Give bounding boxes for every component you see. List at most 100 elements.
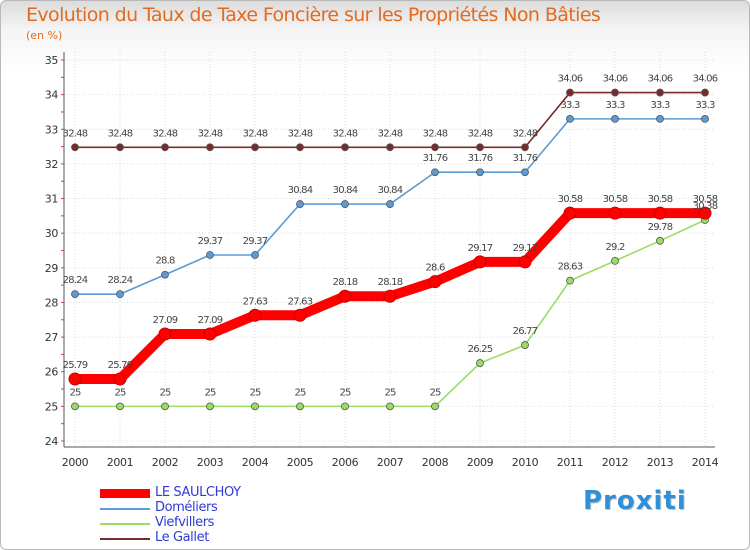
y-tick-label: 28 xyxy=(45,296,59,309)
data-label-le-saulchoy: 27.09 xyxy=(198,315,223,326)
data-label-le-saulchoy: 29.17 xyxy=(513,243,538,254)
y-tick-label: 24 xyxy=(45,435,59,448)
data-point-le-gallet xyxy=(566,88,574,97)
data-label-domeliers: 31.76 xyxy=(423,153,448,164)
data-label-domeliers: 30.84 xyxy=(378,185,403,196)
data-point-domeliers xyxy=(656,114,664,123)
data-point-domeliers xyxy=(71,290,79,299)
legend-label: Le Gallet xyxy=(155,530,209,545)
data-point-le-gallet xyxy=(341,143,349,152)
legend-label: LE SAULCHOY xyxy=(155,485,241,500)
data-point-le-gallet xyxy=(116,143,124,152)
legend-label: Doméliers xyxy=(155,500,218,515)
y-tick-label: 27 xyxy=(45,331,59,344)
data-point-le-saulchoy xyxy=(113,372,127,386)
data-label-domeliers: 30.84 xyxy=(288,185,313,196)
data-point-domeliers xyxy=(611,114,619,123)
data-point-le-gallet xyxy=(431,143,439,152)
x-tick-label: 2014 xyxy=(692,456,719,469)
legend-swatch xyxy=(100,508,150,510)
data-label-viefvillers: 28.63 xyxy=(558,262,583,273)
data-point-viefvillers xyxy=(71,402,79,411)
data-point-domeliers xyxy=(341,200,349,208)
data-point-le-saulchoy xyxy=(653,206,667,220)
y-tick-label: 34 xyxy=(45,89,59,102)
y-tick-label: 29 xyxy=(45,262,59,275)
data-label-viefvillers: 25 xyxy=(159,387,171,398)
data-point-le-gallet xyxy=(521,143,529,152)
x-tick-label: 2002 xyxy=(152,456,178,469)
data-point-le-gallet xyxy=(611,88,619,97)
data-label-le-saulchoy: 29.17 xyxy=(468,243,493,254)
data-label-le-gallet: 32.48 xyxy=(423,128,448,139)
data-point-domeliers xyxy=(296,200,304,208)
data-label-domeliers: 30.84 xyxy=(333,185,358,196)
x-tick-label: 2005 xyxy=(287,456,314,469)
data-label-domeliers: 31.76 xyxy=(468,153,493,164)
data-label-le-saulchoy: 28.6 xyxy=(425,263,445,274)
x-tick-label: 2010 xyxy=(512,456,539,469)
data-label-viefvillers: 25 xyxy=(339,387,351,398)
data-label-le-saulchoy: 30.58 xyxy=(648,194,673,205)
data-point-viefvillers xyxy=(161,402,169,411)
data-point-le-saulchoy xyxy=(158,327,172,341)
data-label-le-saulchoy: 28.18 xyxy=(378,277,403,288)
legend-swatch xyxy=(100,538,150,540)
data-label-le-gallet: 32.48 xyxy=(288,128,313,139)
data-label-domeliers: 33.3 xyxy=(695,100,715,111)
data-point-viefvillers xyxy=(116,402,124,411)
data-label-le-gallet: 34.06 xyxy=(558,74,583,85)
data-point-le-saulchoy xyxy=(338,289,352,303)
data-label-domeliers: 29.37 xyxy=(243,236,268,247)
data-label-domeliers: 29.37 xyxy=(198,236,223,247)
data-labels: 32.48 32.48 32.48 32.48 32.48 32.48 32.48 32.48… xyxy=(63,74,719,399)
y-tick-label: 35 xyxy=(45,54,59,67)
legend-label: Viefvillers xyxy=(155,515,215,530)
data-point-le-saulchoy xyxy=(608,206,622,220)
x-tick-label: 2012 xyxy=(602,456,628,469)
data-label-le-saulchoy: 30.58 xyxy=(603,194,628,205)
data-point-le-gallet xyxy=(296,143,304,152)
data-point-le-gallet xyxy=(71,143,79,152)
data-label-le-gallet: 32.48 xyxy=(513,128,538,139)
data-label-viefvillers: 26.25 xyxy=(468,344,493,355)
data-point-le-saulchoy xyxy=(698,206,712,220)
chart-title: Evolution du Taux de Taxe Foncière sur l… xyxy=(26,4,601,26)
data-point-viefvillers xyxy=(476,359,484,367)
x-tick-label: 2003 xyxy=(197,456,224,469)
data-point-domeliers xyxy=(521,168,529,177)
y-tick-label: 25 xyxy=(45,400,59,413)
data-point-viefvillers xyxy=(386,402,394,411)
data-point-viefvillers xyxy=(431,402,439,411)
data-label-le-gallet: 32.48 xyxy=(108,128,133,139)
data-point-domeliers xyxy=(566,114,574,123)
data-label-viefvillers: 25 xyxy=(294,387,306,398)
data-label-domeliers: 33.3 xyxy=(605,100,625,111)
data-label-le-saulchoy: 27.63 xyxy=(243,296,268,307)
y-tick-label: 30 xyxy=(45,227,59,240)
data-label-domeliers: 28.24 xyxy=(63,275,88,286)
data-point-le-saulchoy xyxy=(248,308,262,322)
data-point-le-saulchoy xyxy=(293,308,307,322)
data-point-le-saulchoy xyxy=(428,275,442,289)
data-point-le-saulchoy xyxy=(563,206,577,220)
data-label-domeliers: 28.8 xyxy=(155,256,175,267)
data-point-le-gallet xyxy=(701,88,709,97)
data-label-le-saulchoy: 25.79 xyxy=(108,360,133,371)
data-label-domeliers: 33.3 xyxy=(560,100,580,111)
x-tick-label: 2008 xyxy=(422,456,449,469)
data-point-domeliers xyxy=(431,168,439,177)
data-label-le-saulchoy: 25.79 xyxy=(63,360,88,371)
data-point-le-gallet xyxy=(206,143,214,152)
data-point-le-saulchoy xyxy=(203,327,217,341)
data-point-viefvillers xyxy=(296,402,304,411)
data-label-viefvillers: 29.2 xyxy=(605,242,625,253)
data-point-le-gallet xyxy=(656,88,664,97)
data-point-domeliers xyxy=(701,114,709,123)
data-point-domeliers xyxy=(116,290,124,299)
data-point-viefvillers xyxy=(566,276,574,285)
data-point-domeliers xyxy=(476,168,484,177)
data-label-domeliers: 33.3 xyxy=(650,100,670,111)
data-point-le-saulchoy xyxy=(383,289,397,303)
